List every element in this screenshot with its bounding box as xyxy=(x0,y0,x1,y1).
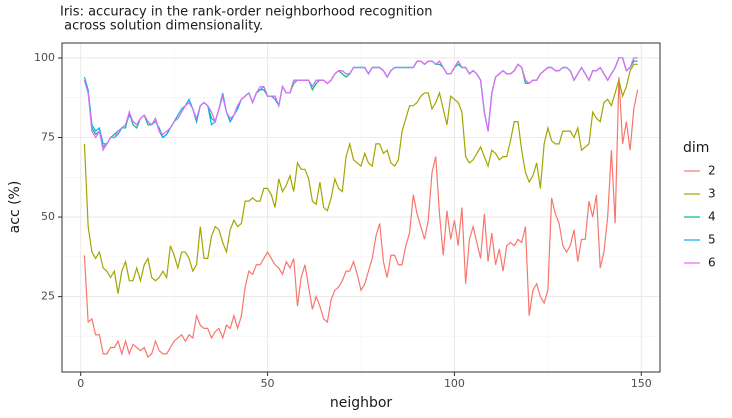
legend-label: 3 xyxy=(708,187,716,201)
legend-label: 4 xyxy=(708,210,716,224)
x-tick-label: 0 xyxy=(77,377,84,390)
chart-title: Iris: accuracy in the rank-order neighbo… xyxy=(60,5,432,20)
x-axis-label: neighbor xyxy=(330,395,393,411)
y-tick-label: 75 xyxy=(41,131,55,144)
legend-label: 6 xyxy=(708,256,716,270)
plot-border xyxy=(61,42,661,373)
x-tick-label: 150 xyxy=(631,377,652,390)
chart-title: across solution dimensionality. xyxy=(60,19,263,34)
series-line xyxy=(83,63,638,294)
y-tick-label: 50 xyxy=(41,210,55,223)
y-axis-label: acc (%) xyxy=(7,181,23,234)
x-tick-label: 100 xyxy=(444,377,465,390)
legend-label: 2 xyxy=(708,164,716,178)
legend-label: 5 xyxy=(708,233,716,247)
legend-title: dim xyxy=(683,140,709,156)
y-tick-label: 25 xyxy=(41,290,55,303)
x-tick-label: 50 xyxy=(261,377,275,390)
series-line xyxy=(83,57,638,152)
y-tick-label: 100 xyxy=(34,51,55,64)
series-line xyxy=(83,77,639,359)
